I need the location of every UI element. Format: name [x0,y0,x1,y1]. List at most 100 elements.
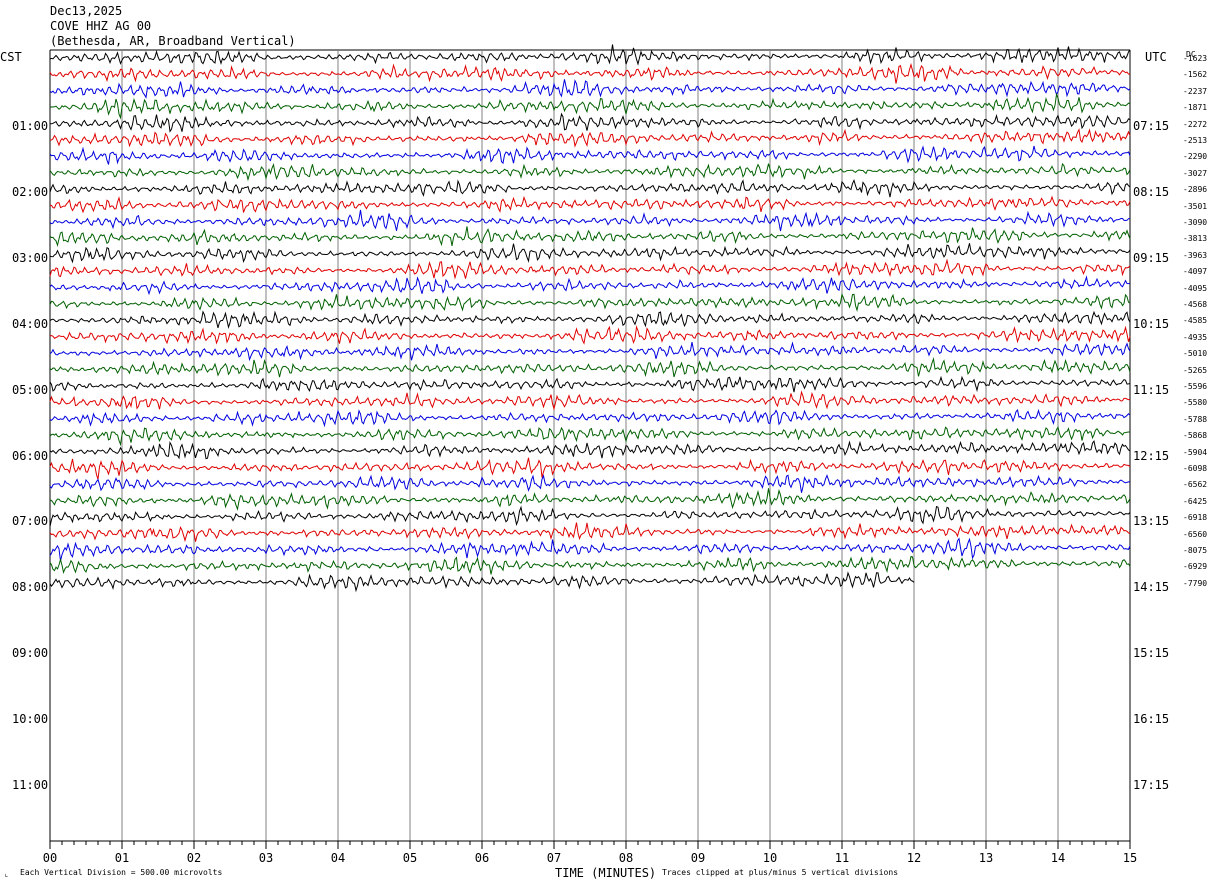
dc-offset-label: -5868 [1183,431,1208,441]
seismic-trace [49,44,1131,66]
right-hour-label: 09:15 [1133,250,1170,265]
x-tick-label: 13 [979,851,993,865]
seismic-trace [49,522,1131,543]
dc-offset-label: -7790 [1183,578,1208,588]
trace-group [49,44,1131,593]
left-hour-label: 09:00 [12,646,49,661]
right-hour-label: 16:15 [1133,712,1170,727]
x-tick-label: 14 [1051,851,1065,865]
right-hour-label: 07:15 [1133,119,1170,133]
seismic-trace [49,357,1131,378]
dc-offset-label: -5010 [1183,349,1208,359]
seismic-trace [49,209,1131,232]
seismic-trace [49,128,1131,148]
dc-offset-label: -6918 [1183,513,1208,523]
left-hour-label: 07:00 [12,514,49,529]
dc-offset-label: -2896 [1183,185,1208,195]
x-tick-label: 00 [43,851,57,865]
x-tick-label: 03 [259,851,273,865]
left-hour-label: 02:00 [12,184,49,199]
dc-offset-label: -6560 [1183,529,1208,539]
seismic-trace [49,243,1131,264]
seismic-trace [49,341,1131,362]
header-station: COVE HHZ AG 00 [50,19,152,33]
x-tick-label: 08 [619,851,633,865]
left-hour-label: 05:00 [12,382,49,397]
right-hour-label: 10:15 [1133,316,1170,331]
time-axis: 00 01 02 03 04 05 06 07 08 09 10 11 12 13 14 15 [43,840,1137,865]
x-tick-label: 06 [475,851,489,865]
seismic-trace [49,275,1131,296]
x-tick-label: 04 [331,851,345,865]
left-timezone-label: CST [0,50,22,64]
division-note: Each Vertical Division = 500.00 microvol… [20,868,223,877]
dc-offset-label: -4585 [1183,316,1208,326]
seismic-trace [49,310,1131,329]
seismic-trace [49,195,1131,214]
seismic-trace [49,474,1131,493]
dc-offset-label: -6562 [1183,480,1208,490]
dc-offset-label: -6929 [1183,562,1208,572]
x-tick-label: 01 [115,851,129,865]
seismic-trace [49,325,1131,345]
seismic-trace [49,390,1131,411]
seismic-trace [49,62,1131,84]
seismic-trace [49,457,1131,480]
seismic-trace [49,226,1131,248]
minute-grid [49,49,1131,841]
dc-offset-label: -5580 [1183,398,1208,408]
x-tick-label: 15 [1123,851,1137,865]
dc-offset-label: -4097 [1183,267,1208,277]
seismic-trace [49,162,1131,182]
x-tick-label: 11 [835,851,849,865]
left-hour-label: 03:00 [12,250,49,265]
right-hour-label: 08:15 [1133,184,1170,199]
dc-offset-label: -1871 [1183,103,1208,113]
dc-offset-label: -3090 [1183,218,1208,227]
dc-offset-label: -5265 [1183,365,1208,375]
right-hour-label: 15:15 [1133,646,1170,661]
seismic-trace [49,537,1131,562]
seismic-trace [49,92,1131,120]
seismic-trace [49,258,1131,280]
x-axis-label: TIME (MINUTES) [555,866,657,880]
left-hour-label: 08:00 [12,580,49,595]
seismic-trace [49,79,1131,99]
seismic-trace [49,408,1131,428]
left-hour-label: 01:00 [12,119,49,133]
seismic-trace [49,488,1131,511]
header-date: Dec13,2025 [50,4,123,18]
seismic-trace [49,555,1131,575]
left-hour-label: 11:00 [12,778,49,792]
seismic-trace [49,440,1131,460]
right-timezone-label: UTC [1145,50,1167,64]
right-hour-label: 13:15 [1133,514,1170,529]
x-tick-label: 12 [907,851,921,865]
dc-offset-label: -3963 [1183,250,1208,260]
dc-offset-label: -5904 [1183,447,1208,457]
seismic-trace [49,375,1131,393]
right-hour-label: 12:15 [1133,448,1170,463]
dc-offset-label: -3813 [1183,234,1208,244]
dc-offset-label: -1562 [1183,70,1208,80]
clipping-note: Traces clipped at plus/minus 5 vertical … [662,868,899,877]
dc-offset-label: -6425 [1183,496,1208,506]
x-tick-label: 09 [691,851,705,865]
right-hour-label: 14:15 [1133,580,1170,595]
x-tick-label: 10 [763,851,777,865]
dc-offset-label: -3027 [1183,168,1208,178]
right-hour-label: 17:15 [1133,778,1170,792]
seismic-trace [49,145,1131,165]
dc-offset-label: -4568 [1183,300,1208,309]
seismic-trace [49,571,915,593]
left-hour-label: 04:00 [12,316,49,331]
seismic-trace [49,292,1131,313]
dc-offset-label: -6098 [1183,464,1208,473]
dc-offset-label: -4095 [1183,283,1208,293]
right-hour-label: 11:15 [1133,382,1170,397]
seismic-trace [49,112,1131,133]
dc-offset-label: -8075 [1183,546,1208,555]
dc-offset-label: -5596 [1183,382,1208,391]
corner-mark-icon: ⌞ [4,869,9,878]
